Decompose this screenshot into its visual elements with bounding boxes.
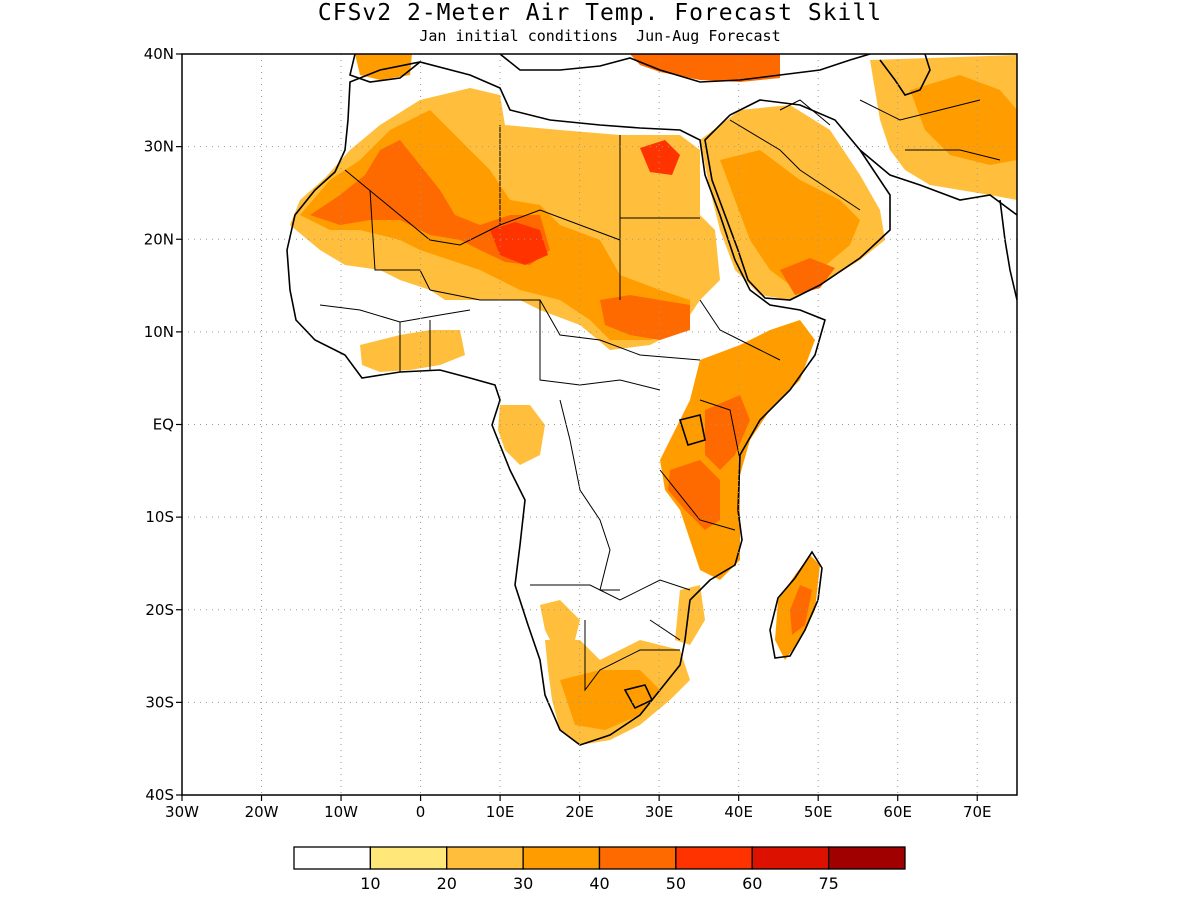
lat-tick-label: 30S xyxy=(145,693,174,711)
lake-victoria xyxy=(678,414,706,446)
border-arabia-1 xyxy=(729,119,861,211)
skill-region-turkey xyxy=(630,54,780,82)
colorbar-label: 40 xyxy=(589,874,609,893)
skill-region-chad-red xyxy=(490,222,548,265)
europe-coast xyxy=(499,54,871,83)
skill-region-egypt-red xyxy=(640,140,680,175)
lat-tick-label: 40N xyxy=(144,45,174,63)
lon-tick-label: 0 xyxy=(416,803,426,821)
colorbar: 10 20 30 40 50 60 75 xyxy=(293,846,906,893)
colorbar-label: 75 xyxy=(818,874,838,893)
lat-tick-label: 20S xyxy=(145,601,174,619)
subtitle-forecast-period: Jun-Aug Forecast xyxy=(636,27,781,45)
colorbar-segment xyxy=(446,846,524,870)
skill-region-gabon xyxy=(498,405,545,465)
skill-region-guinea xyxy=(360,330,465,372)
border-central-1 xyxy=(539,300,661,391)
skill-region-botswana xyxy=(540,600,580,650)
lon-tick-label: 10E xyxy=(486,803,515,821)
lon-tick-label: 10W xyxy=(324,803,358,821)
lon-tick-label: 20E xyxy=(565,803,594,821)
colorbar-segment xyxy=(293,846,372,870)
caspian-coast xyxy=(879,54,931,96)
lat-tick-label: EQ xyxy=(153,416,174,434)
skill-region-yemen-dark xyxy=(780,258,835,295)
border-sahel-south xyxy=(429,289,701,361)
lon-tick-label: 70E xyxy=(963,803,992,821)
skill-region-tanzania-dark xyxy=(668,460,720,530)
subtitle-initial-conditions: Jan initial conditions xyxy=(419,27,619,45)
colorbar-label: 50 xyxy=(666,874,686,893)
gulf-coast xyxy=(859,149,1017,216)
lat-tick-label: 40S xyxy=(145,786,174,804)
colorbar-segment xyxy=(369,846,448,870)
colorbar-segment xyxy=(827,846,906,870)
iberia-coastline xyxy=(349,54,421,83)
lat-axis: 40N 30N 20N 10N EQ 10S 20S 30S 40S xyxy=(144,45,182,804)
madagascar-coastline xyxy=(769,550,823,659)
border-southern-2 xyxy=(584,620,680,692)
india-coast xyxy=(999,199,1017,301)
colorbar-label: 10 xyxy=(360,874,380,893)
border-southern-1 xyxy=(530,579,691,601)
skill-region-zambia-moz xyxy=(675,585,705,645)
border-n-africa-1 xyxy=(344,169,621,246)
colorbar-segment xyxy=(751,846,830,870)
colorbar-label: 20 xyxy=(437,874,457,893)
border-southern-3 xyxy=(649,619,681,641)
lat-tick-label: 10N xyxy=(144,323,174,341)
border-arabia-2 xyxy=(779,99,831,126)
border-central-2 xyxy=(559,399,620,591)
lat-tick-label: 10S xyxy=(145,508,174,526)
lon-tick-label: 60E xyxy=(883,803,912,821)
lon-tick-label: 30W xyxy=(165,803,199,821)
country-borders xyxy=(319,99,1001,692)
skill-region-sudan-dark xyxy=(600,295,690,340)
lon-tick-label: 50E xyxy=(804,803,833,821)
lon-axis: 30W 20W 10W 0 10E 20E 30E 40E 50E 60E 70E xyxy=(165,795,992,821)
skill-region-arabia-orange xyxy=(720,150,860,285)
chart-subtitle: Jan initial conditions Jun-Aug Forecast xyxy=(0,27,1200,45)
skill-region-kenya-dark xyxy=(705,395,750,470)
border-ethiopia xyxy=(699,299,781,361)
border-east xyxy=(699,399,741,461)
colorbar-segment xyxy=(522,846,601,870)
border-tanzania xyxy=(659,469,736,531)
border-west-1 xyxy=(319,304,471,323)
skill-region-iran-orange xyxy=(910,75,1017,165)
plot-area xyxy=(182,54,1017,795)
border-n-africa-4 xyxy=(369,189,431,291)
lon-tick-label: 30E xyxy=(645,803,674,821)
skill-region-southern-africa-orange xyxy=(560,670,660,730)
colorbar-label: 30 xyxy=(513,874,533,893)
colorbar-label: 60 xyxy=(742,874,762,893)
lon-tick-label: 40E xyxy=(724,803,753,821)
lesotho-border xyxy=(623,684,654,710)
colorbar-segment xyxy=(675,846,753,870)
lon-tick-label: 20W xyxy=(245,803,279,821)
chart-title: CFSv2 2-Meter Air Temp. Forecast Skill xyxy=(317,0,883,26)
border-iran-2 xyxy=(905,149,1001,161)
skill-region-sahel-dark xyxy=(310,140,550,265)
arabia-coastline xyxy=(704,99,891,301)
skill-shading xyxy=(290,54,1017,745)
colorbar-segment xyxy=(598,846,677,870)
border-iran-1 xyxy=(859,99,981,121)
lat-tick-label: 20N xyxy=(144,230,174,248)
lat-tick-label: 30N xyxy=(144,138,174,156)
